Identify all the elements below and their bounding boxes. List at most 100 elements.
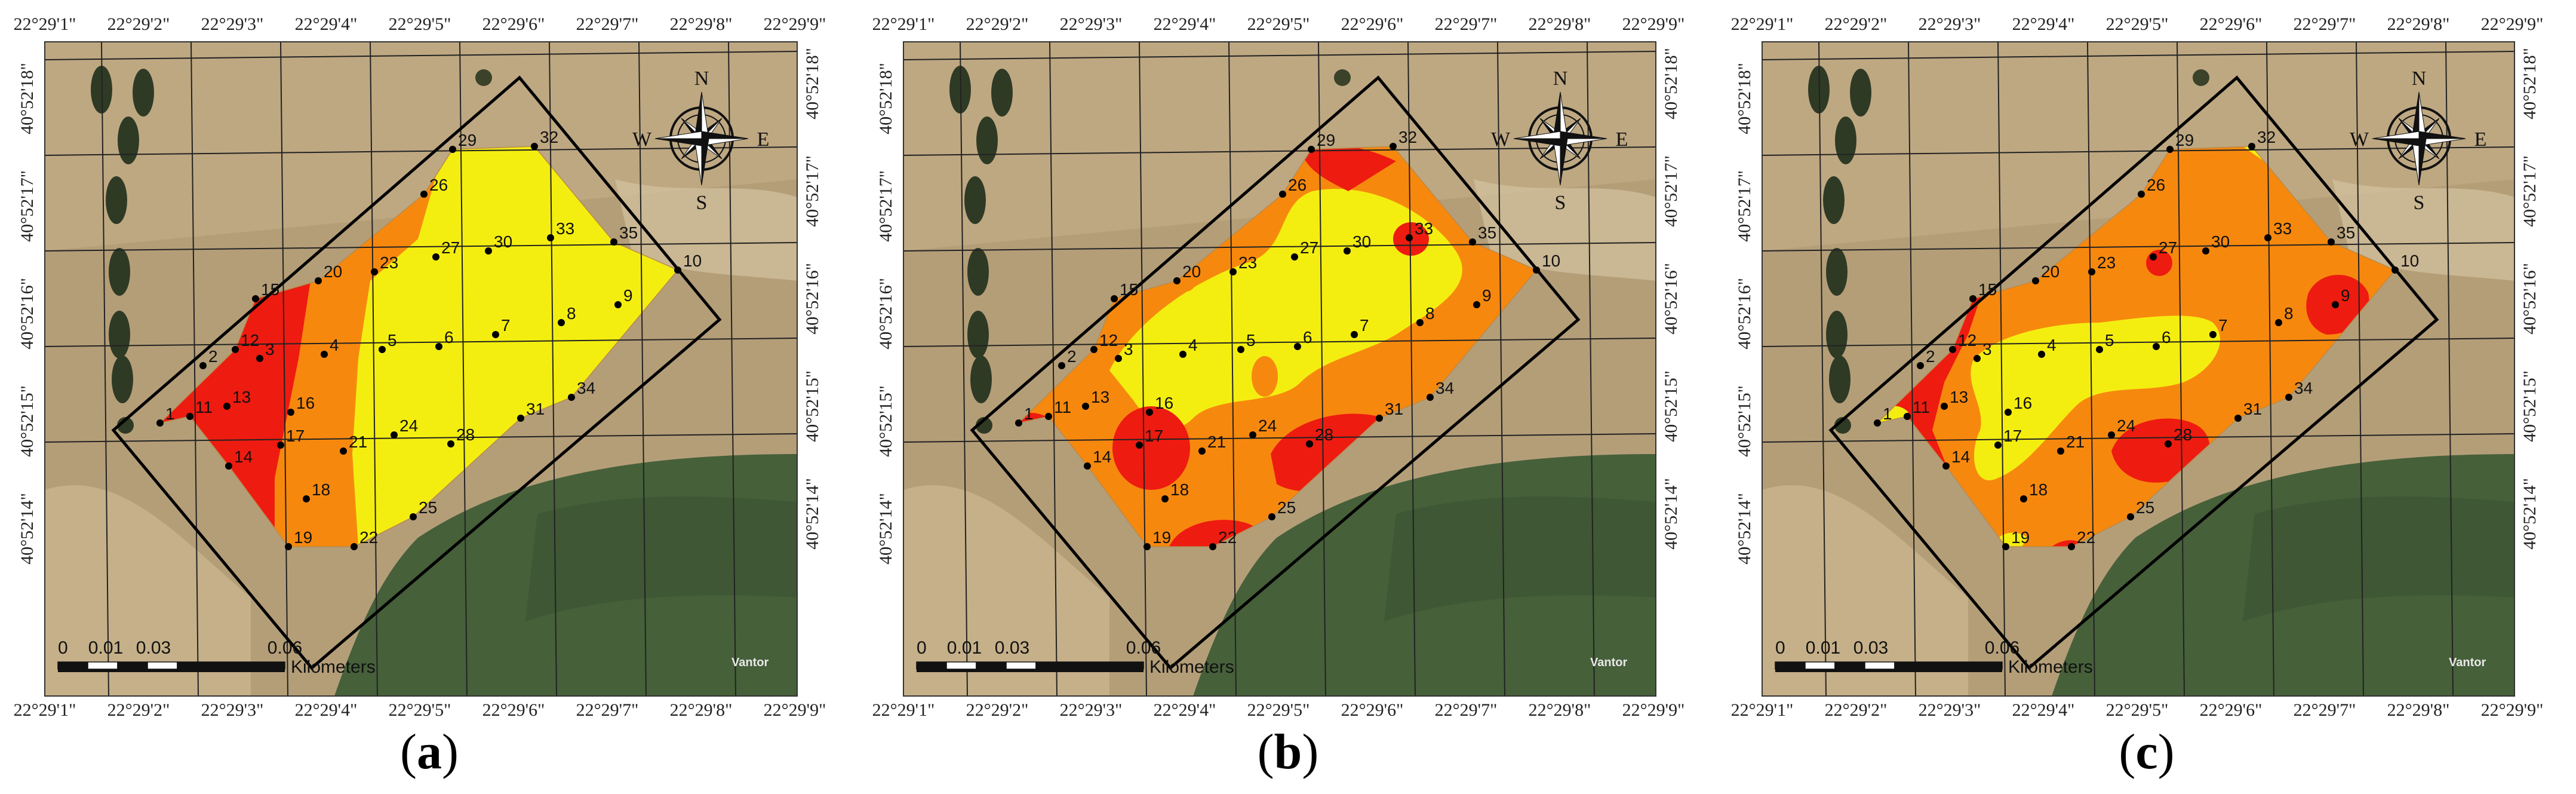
sample-point-label: 23 — [380, 253, 398, 272]
grid-line-meridian — [638, 41, 647, 697]
sample-point — [223, 403, 230, 410]
sample-point-label: 34 — [1435, 379, 1454, 397]
sample-point — [340, 447, 347, 455]
scale-unit: Kilometers — [291, 657, 376, 677]
sample-point — [2328, 238, 2335, 246]
sample-point-label: 12 — [1099, 331, 1118, 350]
x-tick-label-bottom: 22°29'1" — [872, 700, 935, 717]
sample-point-label: 17 — [286, 427, 305, 445]
sample-point — [2202, 247, 2209, 255]
y-tick-label-right: 40°52'17" — [2520, 155, 2540, 227]
grid-line-meridian — [101, 41, 109, 697]
tree — [967, 311, 989, 358]
sample-point — [1279, 191, 1286, 198]
x-tick-label-top: 22°29'7" — [2294, 14, 2356, 34]
grid-line-parallel — [903, 51, 1656, 60]
sample-point — [1994, 442, 2002, 449]
grid-line-meridian — [1139, 41, 1147, 697]
sample-point — [1161, 495, 1169, 502]
y-tick-label-right: 40°52'16" — [803, 263, 822, 335]
sample-point — [321, 351, 328, 358]
sample-point-label: 26 — [2147, 176, 2165, 194]
sample-point-label: 24 — [2117, 416, 2135, 435]
x-tick-label-top: 22°29'5" — [1247, 14, 1310, 34]
sample-point-label: 2 — [208, 347, 218, 366]
sample-point-label: 15 — [1978, 280, 1997, 299]
tree — [1835, 117, 1856, 164]
sample-point-label: 7 — [1360, 316, 1369, 335]
map-panel-a: 1 2 3 4 5 6 7 8 9 10 11 12 13 14 15 16 17 18 19 20 21 22 23 24 2… — [0, 0, 859, 794]
sample-point — [435, 343, 442, 350]
sample-point — [558, 319, 565, 326]
x-tick-label-bottom: 22°29'4" — [295, 700, 358, 717]
scale-unit: Kilometers — [1149, 657, 1234, 677]
sample-point — [2209, 331, 2217, 338]
grid-line-meridian — [190, 41, 199, 697]
map-svg-a: 12 3 4 5 67891011121314151617181920212223242… — [14, 14, 826, 717]
sample-point — [1173, 277, 1181, 284]
x-tick-label-bottom: 22°29'9" — [1622, 700, 1685, 717]
sample-point — [2138, 191, 2145, 198]
y-tick-label-left: 40°52'17" — [1735, 170, 1754, 242]
sample-point-label: 31 — [526, 400, 545, 418]
sample-point-label: 25 — [419, 498, 437, 517]
panel-caption-c: (c) — [2119, 724, 2175, 780]
sample-point-label: 32 — [2257, 128, 2276, 146]
y-tick-label-right: 40°52'18" — [803, 48, 822, 119]
tree — [475, 69, 492, 86]
panel-caption-b: (b) — [1257, 724, 1319, 780]
sample-point — [315, 277, 322, 284]
compass-label-w: W — [2350, 128, 2369, 151]
sample-point-label: 35 — [2337, 223, 2355, 242]
sample-point-label: 5 — [2105, 331, 2114, 350]
study-area-frame — [970, 75, 1581, 670]
compass-label-n: N — [1553, 68, 1568, 90]
sample-point-label: 4 — [2047, 336, 2057, 354]
x-tick-label-top: 22°29'8" — [1529, 14, 1591, 34]
x-tick-label-bottom: 22°29'2" — [1825, 700, 1888, 717]
sample-point — [277, 442, 284, 449]
tree — [117, 417, 134, 434]
y-tick-label-left: 40°52'16" — [1735, 278, 1754, 350]
sample-point-label: 28 — [456, 425, 475, 444]
y-tick-label-left: 40°52'17" — [876, 170, 896, 242]
sample-point — [1294, 343, 1301, 350]
green-crop-shade — [1384, 496, 1656, 621]
map-border — [1762, 41, 2515, 697]
grid-line-meridian — [1997, 41, 2006, 697]
y-tick-label-right: 40°52'14" — [1661, 478, 1681, 550]
sample-point-label: 3 — [1124, 340, 1133, 358]
sample-point — [252, 295, 259, 302]
sample-point-label: 33 — [1415, 219, 1433, 238]
sample-point — [303, 495, 310, 502]
x-tick-label-top: 22°29'7" — [1435, 14, 1498, 34]
map-svg-b: 12 3 4 5 67891011121314151617181920212223242… — [872, 14, 1685, 717]
sample-point — [379, 346, 386, 353]
scale-bar — [1775, 661, 2003, 672]
sample-point-label: 7 — [2218, 316, 2228, 335]
sample-point — [2150, 253, 2157, 260]
sample-point-label: 16 — [1155, 394, 1173, 412]
sample-point — [1351, 331, 1358, 338]
imagery-vendor-watermark: Vantor — [2449, 656, 2486, 669]
sample-point — [1179, 351, 1186, 358]
field-patch — [903, 485, 1109, 696]
sample-point — [1406, 234, 1413, 241]
grid-line-meridian — [280, 41, 288, 697]
sample-point-label: 8 — [2284, 304, 2294, 323]
map-panel-c: 1 2 3 4 5 6 7 8 9 10 11 12 13 14 15 16 17 18 19 20 21 22 23 24 2… — [1717, 0, 2576, 794]
grid-line-parallel — [44, 242, 798, 252]
sample-point — [447, 440, 454, 447]
sample-point — [2020, 495, 2027, 502]
tree — [112, 355, 133, 403]
y-tick-label-left: 40°52'14" — [17, 493, 37, 565]
sample-point — [1136, 442, 1143, 449]
sample-point-label: 32 — [540, 128, 558, 146]
sample-point — [1082, 403, 1089, 410]
x-tick-label-bottom: 22°29'2" — [966, 700, 1029, 717]
x-tick-label-top: 22°29'1" — [872, 14, 935, 34]
grid-line-meridian — [370, 41, 378, 697]
compass-label-s: S — [696, 192, 708, 214]
sample-point — [2285, 394, 2292, 401]
grid-line-parallel — [1762, 51, 2515, 60]
